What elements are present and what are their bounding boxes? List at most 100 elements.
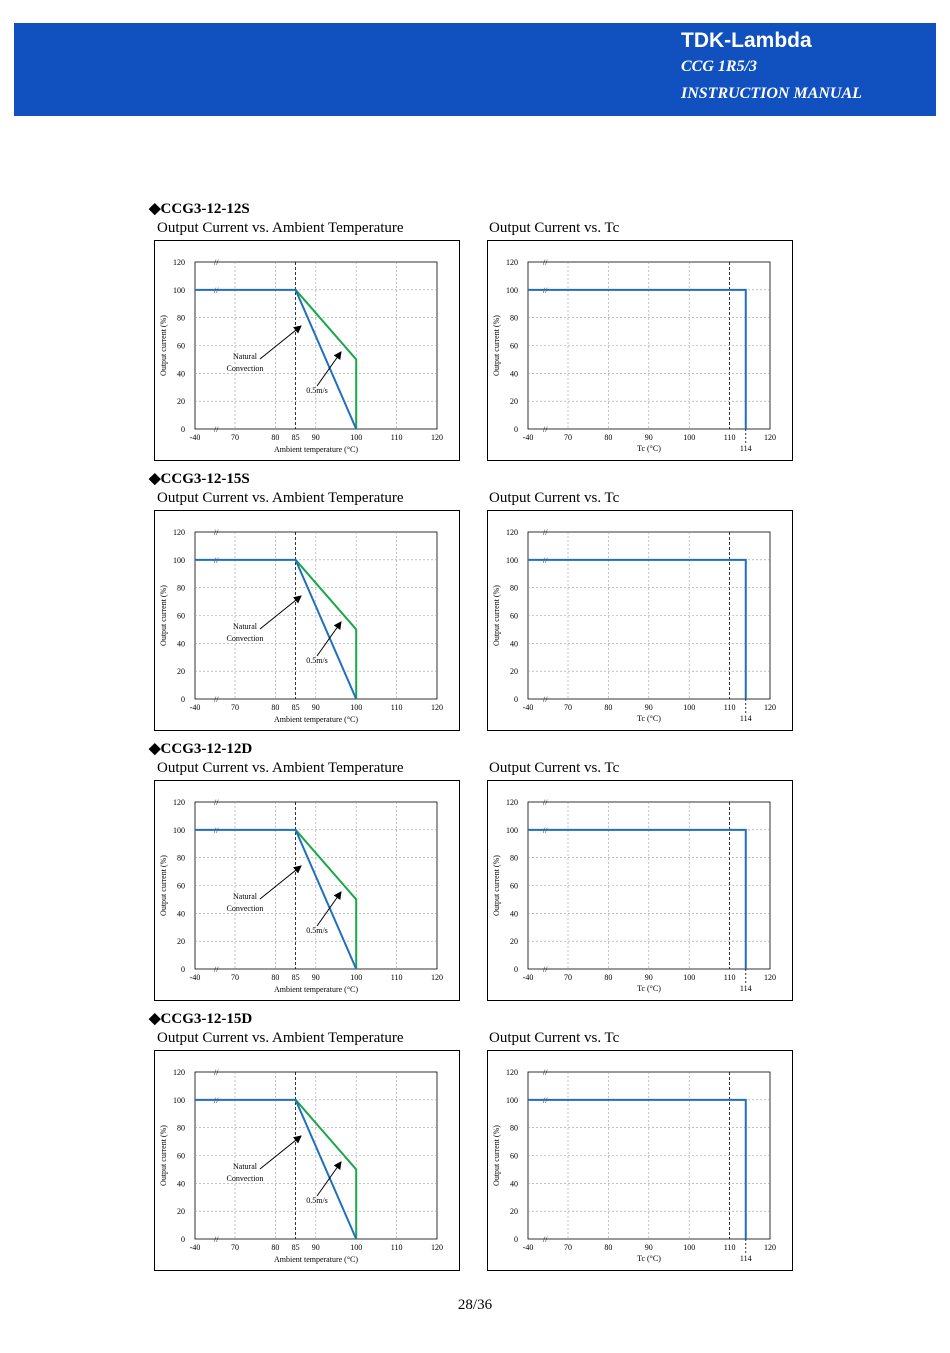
series-natural-convection xyxy=(195,288,358,430)
y-tick-label: 120 xyxy=(506,1068,518,1077)
axis-break-mark: // xyxy=(543,258,548,267)
ambient-chart-title: Output Current vs. Ambient Temperature xyxy=(157,1030,404,1046)
arrow-airflow xyxy=(316,351,342,387)
x-tick-114: 114 xyxy=(740,1254,752,1263)
y-tick-label: 40 xyxy=(510,369,518,378)
x-tick-label: -40 xyxy=(523,433,534,442)
x-tick-label: 70 xyxy=(231,703,239,712)
x-axis-label: Ambient temperature (°C) xyxy=(274,1255,358,1264)
x-tick-label: 90 xyxy=(312,433,320,442)
x-axis-label: Tc (°C) xyxy=(637,444,661,453)
ambient-chart-title: Output Current vs. Ambient Temperature xyxy=(157,760,404,776)
x-tick-label: 120 xyxy=(431,433,443,442)
y-tick-label: 100 xyxy=(506,556,518,565)
x-tick-label: 120 xyxy=(764,703,776,712)
series-airflow xyxy=(294,1099,358,1239)
x-tick-label: 90 xyxy=(645,433,653,442)
series-output-current xyxy=(528,1098,747,1239)
y-tick-label: 100 xyxy=(506,826,518,835)
x-tick-label: 80 xyxy=(271,1243,279,1252)
y-tick-label: 100 xyxy=(173,556,185,565)
y-tick-label: 20 xyxy=(177,397,185,406)
x-tick-label: 120 xyxy=(764,973,776,982)
y-tick-label: 120 xyxy=(173,1068,185,1077)
x-tick-label: 70 xyxy=(231,973,239,982)
y-tick-label: 60 xyxy=(510,1152,518,1161)
x-axis-label: Tc (°C) xyxy=(637,714,661,723)
x-tick-label: 100 xyxy=(350,1243,362,1252)
y-tick-label: 100 xyxy=(173,1096,185,1105)
x-tick-label: 110 xyxy=(724,433,736,442)
ambient-chart: -40 70 80 85 90 100 110 120 0 20 40 60 80 100 120/////… xyxy=(154,240,460,461)
x-tick-label: 70 xyxy=(231,1243,239,1252)
y-tick-label: 60 xyxy=(177,612,185,621)
x-tick-label: 90 xyxy=(312,973,320,982)
x-tick-label: 70 xyxy=(564,1243,572,1252)
x-tick-label: 120 xyxy=(764,433,776,442)
axis-break-mark: // xyxy=(214,798,219,807)
y-tick-label: 0 xyxy=(514,965,518,974)
x-tick-label: 110 xyxy=(724,703,736,712)
section-title: ◆CCG3-12-15S xyxy=(149,471,250,487)
x-tick-label: 110 xyxy=(724,973,736,982)
y-axis-label: Output current (%) xyxy=(159,1125,168,1186)
y-tick-label: 0 xyxy=(514,1235,518,1244)
y-tick-label: 60 xyxy=(510,882,518,891)
axis-break-mark: // xyxy=(543,1235,548,1244)
y-tick-label: 0 xyxy=(181,695,185,704)
series-output-current xyxy=(528,558,747,699)
y-tick-label: 80 xyxy=(510,584,518,593)
x-tick-label: 80 xyxy=(604,1243,612,1252)
y-tick-label: 80 xyxy=(177,584,185,593)
x-tick-label: 120 xyxy=(431,1243,443,1252)
y-tick-label: 20 xyxy=(177,1207,185,1216)
tc-chart-svg: -40 70 80 90 100 110 120020406080100120//////1… xyxy=(492,1068,776,1263)
x-tick-label: 80 xyxy=(604,973,612,982)
ambient-chart: -40 70 80 85 90 100 110 120 0 20 40 60 80 100 120/////… xyxy=(154,1050,460,1271)
series-airflow xyxy=(294,829,358,969)
x-tick-label: -40 xyxy=(190,433,201,442)
y-tick-label: 40 xyxy=(177,639,185,648)
x-tick-label: 120 xyxy=(431,703,443,712)
annotation-natural: Natural xyxy=(233,1162,258,1171)
annotation-convection: Convection xyxy=(227,1174,264,1183)
section-title: ◆CCG3-12-12D xyxy=(149,741,253,757)
ambient-chart: -40 70 80 85 90 100 110 120 0 20 40 60 80 100 120/////… xyxy=(154,510,460,731)
y-tick-label: 40 xyxy=(177,369,185,378)
y-tick-label: 40 xyxy=(510,1179,518,1188)
x-axis-label: Tc (°C) xyxy=(637,984,661,993)
x-tick-label: -40 xyxy=(190,973,201,982)
x-tick-label: 90 xyxy=(312,1243,320,1252)
ambient-chart: -40 70 80 85 90 100 110 120 0 20 40 60 80 100 120/////… xyxy=(154,780,460,1001)
ambient-chart-svg: -40 70 80 85 90 100 110 120020406080100120/////… xyxy=(159,798,443,994)
tc-chart: -40 70 80 90 100 110 120 0 20 40 60 80 100 120//////1… xyxy=(487,510,793,731)
annotation-convection: Convection xyxy=(227,364,264,373)
x-axis-label: Tc (°C) xyxy=(637,1254,661,1263)
series-natural-convection xyxy=(195,558,358,700)
tc-chart-title: Output Current vs. Tc xyxy=(489,760,620,776)
series-output-current xyxy=(528,288,747,429)
header-bar: TDK-Lambda CCG 1R5/3 INSTRUCTION MANUAL xyxy=(14,23,936,116)
axis-break-mark: // xyxy=(214,695,219,704)
y-tick-label: 60 xyxy=(510,612,518,621)
x-tick-label: 85 xyxy=(292,703,300,712)
model-name: CCG 1R5/3 xyxy=(681,58,758,75)
y-axis-label: Output current (%) xyxy=(492,855,501,916)
x-tick-label: 110 xyxy=(391,703,403,712)
y-tick-label: 120 xyxy=(173,528,185,537)
x-tick-label: 90 xyxy=(645,973,653,982)
ambient-chart-title: Output Current vs. Ambient Temperature xyxy=(157,220,404,236)
x-tick-label: -40 xyxy=(523,973,534,982)
x-tick-label: 80 xyxy=(604,433,612,442)
y-tick-label: 20 xyxy=(510,397,518,406)
x-tick-label: 100 xyxy=(683,703,695,712)
y-tick-label: 80 xyxy=(177,854,185,863)
y-tick-label: 80 xyxy=(510,854,518,863)
doc-type: INSTRUCTION MANUAL xyxy=(681,85,862,102)
x-tick-label: 80 xyxy=(271,973,279,982)
x-tick-label: 100 xyxy=(683,1243,695,1252)
tc-chart-svg: -40 70 80 90 100 110 120020406080100120//////1… xyxy=(492,528,776,723)
arrow-natural xyxy=(259,865,302,900)
y-tick-label: 80 xyxy=(177,314,185,323)
series-natural-convection xyxy=(195,1098,358,1240)
